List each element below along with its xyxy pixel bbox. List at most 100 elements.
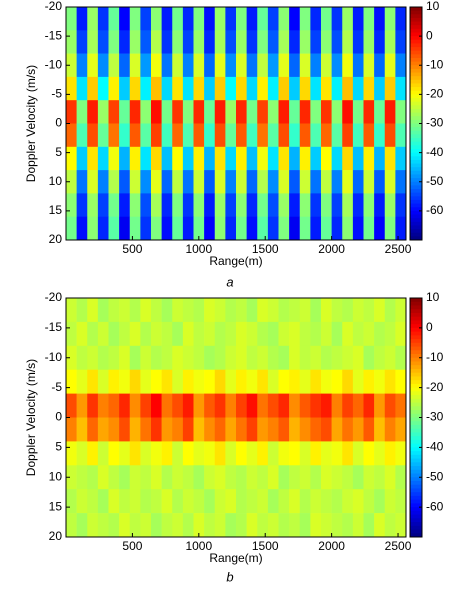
- heat-cell: [236, 321, 247, 347]
- heat-cell: [182, 193, 194, 217]
- heat-cell: [225, 216, 237, 241]
- colorbar-swatch: [410, 398, 422, 404]
- heat-cell: [310, 30, 322, 54]
- heat-cell: [182, 489, 194, 514]
- heat-cell: [384, 146, 396, 171]
- colorbar-swatch: [410, 499, 422, 504]
- heat-cell: [108, 393, 120, 418]
- heat-cell: [246, 146, 258, 171]
- y-tick-label: -15: [45, 320, 63, 334]
- heat-cell: [236, 369, 247, 394]
- heat-cell: [87, 170, 99, 194]
- heat-cell: [182, 393, 194, 418]
- heat-cell: [108, 298, 120, 323]
- heat-cell: [161, 7, 173, 31]
- heat-cell: [289, 123, 301, 148]
- colorbar-swatch: [410, 7, 422, 12]
- heat-cell: [236, 53, 247, 78]
- heat-cell: [331, 170, 343, 194]
- colorbar-swatch: [410, 298, 422, 303]
- colorbar-swatch: [410, 108, 422, 114]
- heat-cell: [140, 345, 152, 370]
- heat-cell: [172, 465, 184, 490]
- heat-cell: [331, 100, 343, 124]
- heat-cell: [299, 146, 311, 171]
- heat-cell: [310, 393, 322, 418]
- heat-cell: [76, 369, 88, 394]
- heat-cell: [172, 146, 184, 171]
- heat-cell: [267, 193, 279, 217]
- heat-cell: [321, 170, 332, 194]
- colorbar-swatch: [410, 221, 422, 226]
- heat-cell: [299, 441, 311, 466]
- colorbar-swatch: [410, 148, 422, 154]
- heat-cell: [267, 393, 279, 418]
- colorbar-swatch: [410, 406, 422, 411]
- heat-cell: [289, 513, 301, 538]
- colorbar-tick-label: -20: [426, 87, 444, 101]
- colorbar-swatch: [410, 57, 422, 63]
- heat-cell: [161, 53, 173, 78]
- heat-cell: [395, 100, 407, 124]
- colorbar-swatch: [410, 376, 422, 381]
- heat-cell: [363, 441, 375, 466]
- heat-cell: [331, 321, 343, 347]
- heat-cell: [129, 489, 141, 514]
- heat-cell: [151, 298, 162, 323]
- heat-cell: [267, 441, 279, 466]
- heat-cell: [204, 489, 216, 514]
- heat-cell: [321, 417, 332, 442]
- heat-cell: [363, 146, 375, 171]
- heat-cell: [310, 7, 322, 31]
- heat-cell: [119, 489, 131, 514]
- heat-cell: [214, 7, 226, 31]
- colorbar-swatch: [410, 495, 422, 501]
- heat-cell: [299, 489, 311, 514]
- colorbar-swatch: [410, 36, 422, 41]
- heat-cell: [267, 30, 279, 54]
- heat-cell: [76, 170, 88, 194]
- heat-cell: [257, 30, 269, 54]
- heat-cell: [66, 30, 77, 54]
- heat-cell: [257, 146, 269, 171]
- y-tick-label: -5: [51, 380, 62, 394]
- heat-cell: [204, 146, 216, 171]
- heat-cell: [76, 146, 88, 171]
- colorbar-swatch: [410, 47, 422, 52]
- heat-cell: [299, 321, 311, 347]
- colorbar-swatch: [410, 507, 422, 512]
- heat-cell: [395, 298, 407, 323]
- colorbar-swatch: [410, 451, 422, 456]
- x-tick-label: 1500: [252, 242, 279, 256]
- heat-cell: [246, 30, 258, 54]
- heat-cell: [172, 100, 184, 124]
- heat-cell: [384, 30, 396, 54]
- heat-cell: [108, 513, 120, 538]
- heat-cell: [331, 30, 343, 54]
- heat-cell: [193, 417, 205, 442]
- heat-cell: [214, 298, 226, 323]
- heat-cell: [384, 417, 396, 442]
- heat-cell: [214, 513, 226, 538]
- colorbar-swatch: [410, 510, 422, 516]
- heat-cell: [374, 216, 386, 241]
- heat-cell: [278, 216, 290, 241]
- heat-cell: [129, 417, 141, 442]
- colorbar-swatch: [410, 87, 422, 92]
- heat-cell: [182, 216, 194, 241]
- heat-cell: [119, 441, 131, 466]
- heat-cell: [204, 76, 216, 101]
- heat-cell: [87, 465, 99, 490]
- colorbar-swatch: [410, 163, 422, 168]
- colorbar-swatch: [410, 417, 422, 422]
- colorbar-swatch: [410, 492, 422, 497]
- heat-cell: [76, 513, 88, 538]
- heat-cell: [129, 53, 141, 78]
- heat-cell: [193, 146, 205, 171]
- heat-cell: [352, 417, 364, 442]
- heat-cell: [363, 369, 375, 394]
- heat-cell: [299, 193, 311, 217]
- heat-cell: [66, 345, 77, 370]
- colorbar-swatch: [410, 309, 422, 314]
